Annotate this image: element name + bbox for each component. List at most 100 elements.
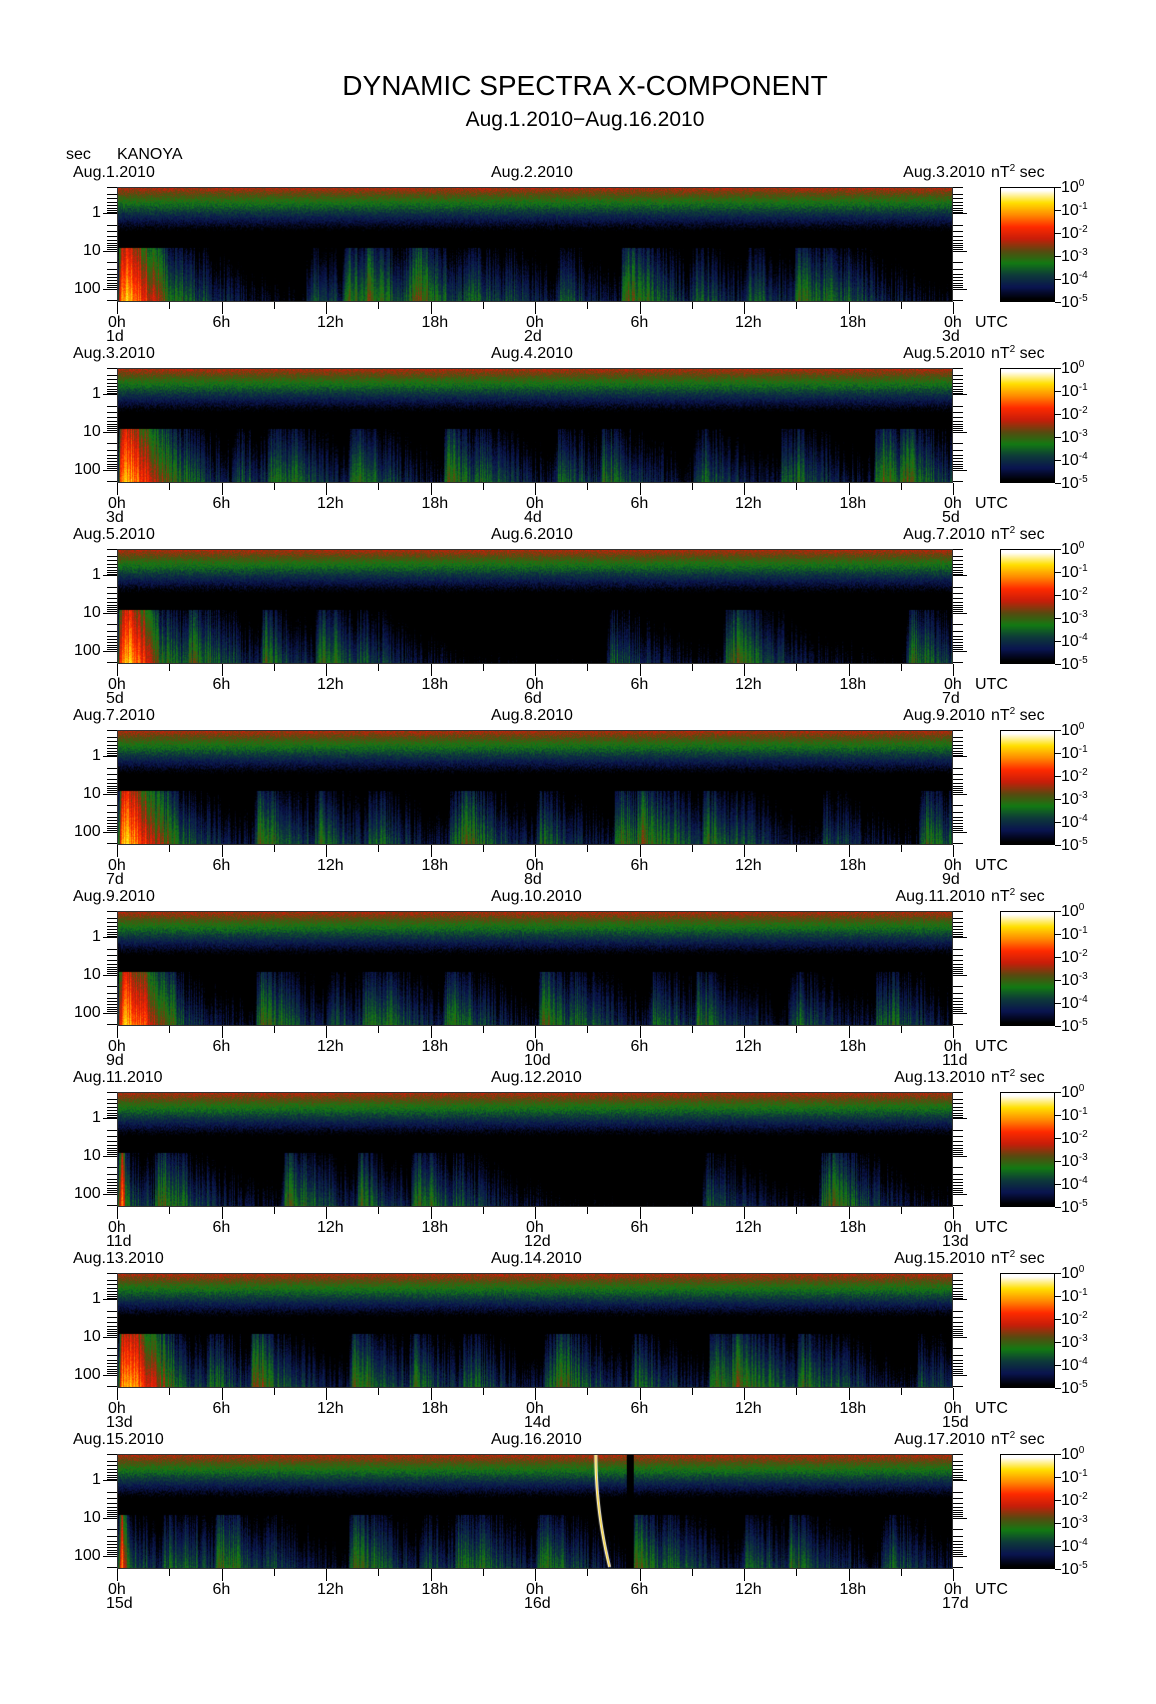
x-tick-mark	[587, 1388, 589, 1395]
y-tick-mark	[107, 1136, 117, 1138]
colorbar-tick-base: 10	[1061, 248, 1079, 265]
x-tick-mark	[900, 845, 902, 852]
y-tick-mark	[107, 823, 117, 825]
y-tick-mark-right	[953, 1554, 963, 1556]
x-tick-mark	[430, 1026, 432, 1038]
spectrogram-panel	[117, 911, 953, 1026]
y-tick-mark	[107, 285, 117, 287]
x-tick-label: 18h	[421, 676, 449, 693]
spectrogram-panel	[117, 549, 953, 664]
x-tick-mark	[221, 1569, 223, 1581]
y-tick-mark-right	[953, 1366, 963, 1368]
y-tick-mark	[107, 639, 117, 641]
x-tick-mark	[691, 1207, 693, 1214]
y-tick-mark	[107, 412, 117, 414]
y-tick-mark-right	[953, 1009, 963, 1011]
y-tick-mark	[103, 251, 117, 253]
panel-date-center: Aug.10.2010	[491, 888, 582, 905]
y-tick-mark-right	[953, 741, 963, 743]
y-tick-mark-right	[953, 466, 963, 468]
y-tick-mark	[107, 1297, 117, 1299]
y-tick-mark	[107, 1009, 117, 1011]
y-tick-mark-right	[953, 1112, 963, 1114]
y-tick-mark	[107, 567, 117, 569]
colorbar-tick-exponent: 0	[1078, 1264, 1085, 1275]
y-tick-mark-right	[953, 917, 963, 919]
y-tick-mark	[107, 1144, 117, 1146]
colorbar-tick-exponent: -4	[1078, 994, 1088, 1005]
y-tick-mark	[107, 1024, 117, 1026]
y-tick-mark	[103, 1480, 117, 1482]
y-tick-mark-right	[953, 575, 967, 577]
x-tick-label: 6h	[630, 1581, 649, 1598]
x-tick-mark	[691, 1569, 693, 1576]
colorbar-tick-label: 10-5	[1061, 293, 1088, 311]
y-tick-mark	[107, 430, 117, 432]
y-tick-mark-right	[953, 569, 963, 571]
y-tick-mark-right	[953, 816, 963, 818]
y-tick-label: 1	[92, 566, 101, 584]
colorbar-tick-base: 10	[1061, 1538, 1079, 1555]
y-tick-mark	[107, 1540, 117, 1542]
y-tick-mark-right	[953, 609, 963, 611]
y-tick-mark	[107, 466, 117, 468]
colorbar-tick-exponent: 0	[1078, 1083, 1085, 1094]
panel-date-center: Aug.6.2010	[491, 526, 573, 543]
y-tick-mark	[107, 922, 117, 924]
x-tick-mark	[900, 1207, 902, 1214]
day-label: 13d	[106, 1414, 133, 1431]
y-tick-mark-right	[953, 1185, 963, 1187]
y-tick-mark	[107, 971, 117, 973]
colorbar-tick-base: 10	[1061, 541, 1079, 558]
y-tick-mark-right	[953, 390, 963, 392]
x-tick-mark	[482, 483, 484, 490]
y-tick-mark-right	[953, 1498, 963, 1500]
y-tick-mark	[107, 1004, 117, 1006]
y-tick-mark	[107, 730, 117, 732]
station-name: KANOYA	[117, 146, 183, 163]
colorbar-tick-exponent: 0	[1078, 359, 1085, 370]
y-tick-mark	[107, 242, 117, 244]
colorbar-tick-exponent: -2	[1078, 767, 1088, 778]
colorbar-tick-mark	[1055, 934, 1061, 935]
colorbar-tick-base: 10	[1061, 383, 1079, 400]
y-tick-mark-right	[953, 1193, 967, 1195]
y-tick-mark	[107, 1152, 117, 1154]
y-tick-mark	[107, 1154, 117, 1156]
x-tick-label: 0h	[944, 495, 962, 512]
y-tick-label: 1	[92, 385, 101, 403]
y-tick-mark	[107, 1116, 117, 1118]
colorbar-tick-mark	[1055, 1273, 1061, 1274]
colorbar-tick-exponent: -5	[1078, 1017, 1088, 1028]
x-tick-label: 0h	[944, 1219, 962, 1236]
y-tick-mark-right	[953, 205, 963, 207]
y-tick-label: 10	[83, 1509, 101, 1527]
colorbar-tick-exponent: -2	[1078, 1129, 1088, 1140]
y-tick-mark-right	[953, 593, 963, 595]
y-tick-mark-right	[953, 430, 963, 432]
y-tick-mark	[107, 1529, 117, 1531]
colorbar-tick-label: 10-5	[1061, 1560, 1088, 1578]
x-tick-label: 0h	[526, 1400, 544, 1417]
colorbar-tick-base: 10	[1061, 656, 1079, 673]
y-tick-mark	[107, 420, 117, 422]
colorbar-tick-base: 10	[1061, 791, 1079, 808]
x-axis-unit: UTC	[975, 1038, 1008, 1055]
colorbar-unit: nT2 sec	[991, 1249, 1045, 1267]
colorbar-tick-base: 10	[1061, 271, 1079, 288]
y-tick-mark	[107, 1373, 117, 1375]
colorbar-tick-base: 10	[1061, 1311, 1079, 1328]
y-tick-mark-right	[953, 567, 963, 569]
y-tick-mark	[107, 955, 117, 957]
y-tick-mark	[107, 236, 117, 238]
colorbar-tick-label: 10-1	[1061, 925, 1088, 943]
y-tick-mark	[107, 748, 117, 750]
y-tick-label: 10	[83, 423, 101, 441]
y-tick-mark	[103, 1337, 117, 1339]
y-tick-mark-right	[953, 224, 963, 226]
x-tick-label: 6h	[630, 1400, 649, 1417]
x-tick-mark	[691, 483, 693, 490]
y-tick-mark	[107, 736, 117, 738]
y-tick-mark-right	[953, 1476, 963, 1478]
y-tick-mark	[107, 571, 117, 573]
